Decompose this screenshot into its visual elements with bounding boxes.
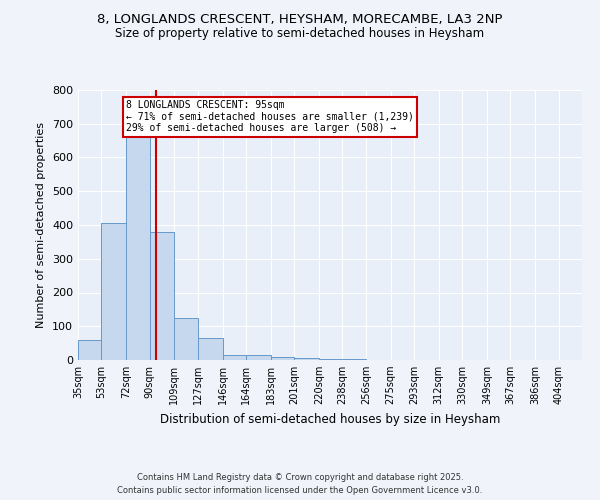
- Bar: [175, 318, 198, 360]
- Bar: [78, 340, 101, 360]
- Bar: [271, 356, 294, 360]
- Text: 8, LONGLANDS CRESCENT, HEYSHAM, MORECAMBE, LA3 2NP: 8, LONGLANDS CRESCENT, HEYSHAM, MORECAMB…: [97, 12, 503, 26]
- X-axis label: Distribution of semi-detached houses by size in Heysham: Distribution of semi-detached houses by …: [160, 412, 500, 426]
- Text: 8 LONGLANDS CRESCENT: 95sqm
← 71% of semi-detached houses are smaller (1,239)
29: 8 LONGLANDS CRESCENT: 95sqm ← 71% of sem…: [126, 100, 414, 134]
- Bar: [126, 130, 149, 360]
- Text: Contains public sector information licensed under the Open Government Licence v3: Contains public sector information licen…: [118, 486, 482, 495]
- Text: Size of property relative to semi-detached houses in Heysham: Size of property relative to semi-detach…: [115, 28, 485, 40]
- Bar: [294, 358, 319, 360]
- Bar: [223, 355, 246, 360]
- Bar: [198, 338, 223, 360]
- Text: Contains HM Land Registry data © Crown copyright and database right 2025.: Contains HM Land Registry data © Crown c…: [137, 472, 463, 482]
- Bar: [246, 355, 271, 360]
- Y-axis label: Number of semi-detached properties: Number of semi-detached properties: [37, 122, 46, 328]
- Bar: [101, 224, 126, 360]
- Bar: [149, 232, 175, 360]
- Bar: [319, 359, 343, 360]
